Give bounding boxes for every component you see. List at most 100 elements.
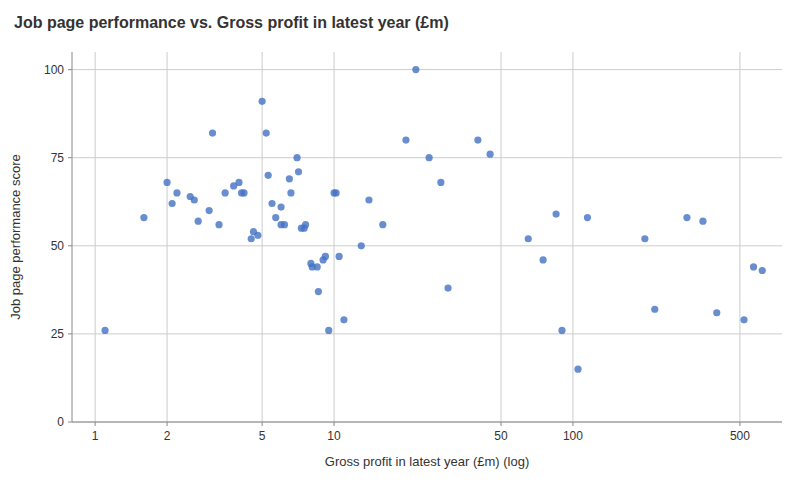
point [163,179,170,186]
x-tick-label: 100 [563,429,583,443]
point [259,98,266,105]
point [195,218,202,225]
point [295,168,302,175]
x-grid-line [572,52,573,422]
y-tick-label: 75 [51,151,65,165]
point [525,235,532,242]
point [314,263,321,270]
point [302,221,309,228]
point [215,221,222,228]
y-grid-line [72,422,782,423]
point [191,196,198,203]
x-tick [262,422,263,426]
x-grid-line [739,52,740,422]
point [277,203,284,210]
x-grid-line [262,52,263,422]
point [101,327,108,334]
point [558,327,565,334]
point [263,129,270,136]
point [286,175,293,182]
y-tick [68,69,72,70]
point [272,214,279,221]
point [683,214,690,221]
x-grid-line [167,52,168,422]
point [584,214,591,221]
point [402,136,409,143]
point [209,129,216,136]
point [315,288,322,295]
x-grid-line [95,52,96,422]
x-tick-label: 500 [730,429,750,443]
point [437,179,444,186]
point [333,189,340,196]
y-tick-label: 25 [51,327,65,341]
point [325,327,332,334]
point [740,316,747,323]
point [365,196,372,203]
title: Job page performance vs. Gross profit in… [14,14,449,31]
point [412,66,419,73]
y-axis-label: Job page performance score [8,154,23,319]
point [248,235,255,242]
point [206,207,213,214]
x-axis-line [72,422,782,423]
point [358,242,365,249]
point [265,172,272,179]
point [487,151,494,158]
point [222,189,229,196]
point [140,214,147,221]
y-tick [68,333,72,334]
x-tick [501,422,502,426]
point [235,179,242,186]
y-grid-line [72,245,782,246]
point [759,267,766,274]
point [240,189,247,196]
x-tick [334,422,335,426]
point [173,189,180,196]
x-tick [95,422,96,426]
x-tick-label: 5 [259,429,266,443]
x-tick-label: 2 [164,429,171,443]
point [254,232,261,239]
y-grid-line [72,69,782,70]
point [336,253,343,260]
y-grid-line [72,333,782,334]
y-tick [68,157,72,158]
y-tick-label: 100 [44,63,64,77]
y-tick-label: 50 [51,239,65,253]
y-axis-line [72,52,73,422]
x-ticks: 1251050100500 [92,422,750,443]
point [169,200,176,207]
point [750,263,757,270]
x-grid-line [334,52,335,422]
x-tick [167,422,168,426]
point [340,316,347,323]
point [444,284,451,291]
point [426,154,433,161]
point [268,200,275,207]
x-axis-label: Gross profit in latest year (£m) (log) [325,454,529,469]
point [281,221,288,228]
x-tick-label: 50 [494,429,508,443]
y-tick-label: 0 [57,415,64,429]
points [101,66,765,373]
y-tick [68,245,72,246]
chart: 12510501005000255075100Job page performa… [0,0,810,484]
point [379,221,386,228]
x-tick-label: 10 [327,429,341,443]
x-tick [739,422,740,426]
point [713,309,720,316]
y-tick [68,422,72,423]
x-grid-line [501,52,502,422]
point [699,218,706,225]
point [540,256,547,263]
point [287,189,294,196]
point [641,235,648,242]
point [574,366,581,373]
point [651,306,658,313]
point [293,154,300,161]
y-ticks: 0 25 50 75 100 [44,63,72,429]
x-tick [572,422,573,426]
point [552,210,559,217]
point [474,136,481,143]
